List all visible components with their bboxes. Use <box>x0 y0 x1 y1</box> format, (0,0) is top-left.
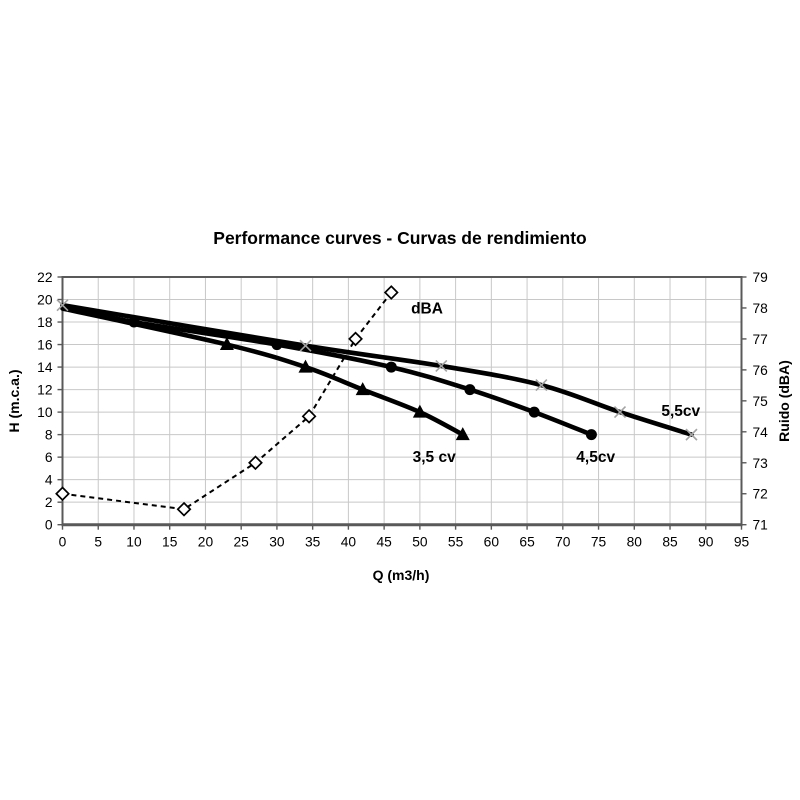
x-tick-label: 45 <box>376 535 392 550</box>
y-left-tick-label: 20 <box>37 293 53 308</box>
axis-ticks-group: 0 5 10 15 20 25 30 35 40 45 50 55 60 65 70 75 80 85 90 95 0 2… <box>37 270 768 550</box>
x-marker <box>535 379 548 392</box>
x-tick-label: 20 <box>198 535 214 550</box>
diamond-marker <box>383 285 399 300</box>
y-left-tick-label: 14 <box>37 360 53 375</box>
triangle-marker <box>355 382 370 396</box>
x-tick-label: 70 <box>555 535 571 550</box>
triangle-marker <box>298 359 313 373</box>
y-right-tick-label: 76 <box>753 363 769 378</box>
x-tick-label: 40 <box>341 535 357 550</box>
y-left-tick-label: 22 <box>37 270 52 285</box>
y-left-tick-label: 6 <box>45 450 53 465</box>
x-marker <box>299 339 312 352</box>
series-line-dBA <box>62 291 393 511</box>
x-tick-label: 90 <box>698 535 714 550</box>
curve-label: 4,5cv <box>576 449 615 466</box>
x-tick-label: 35 <box>305 535 321 550</box>
circle-marker <box>128 316 140 328</box>
chart-title: Performance curves - Curvas de rendimien… <box>213 228 586 248</box>
circle-marker <box>271 339 283 351</box>
y-left-tick-label: 16 <box>37 338 53 353</box>
curve-labels-group: dBA 3,5 cv 4,5cv 5,5cv <box>411 301 700 467</box>
plot-border-group <box>61 276 743 527</box>
x-tick-label: 65 <box>519 535 535 550</box>
x-tick-label: 60 <box>484 535 500 550</box>
diamond-marker <box>248 455 263 471</box>
y-right-tick-label: 78 <box>753 301 769 316</box>
x-marker <box>613 406 627 419</box>
x-axis-title: Q (m3/h) <box>373 567 430 583</box>
x-tick-label: 25 <box>234 535 250 550</box>
y-right-tick-label: 72 <box>753 487 768 502</box>
y-right-tick-label: 74 <box>753 425 769 440</box>
triangle-marker <box>412 404 427 418</box>
diamond-marker <box>301 408 317 424</box>
y-left-tick-label: 8 <box>45 428 53 443</box>
y-right-tick-label: 79 <box>753 270 769 285</box>
circle-marker <box>385 361 397 373</box>
y-left-tick-label: 4 <box>45 473 53 488</box>
circle-marker <box>464 384 476 396</box>
x-marker <box>56 299 69 312</box>
y-left-tick-label: 18 <box>37 315 53 330</box>
y-right-tick-label: 77 <box>753 332 768 347</box>
triangle-marker <box>219 337 234 351</box>
x-tick-label: 10 <box>126 535 142 550</box>
diamond-marker <box>176 501 192 517</box>
triangle-marker <box>455 427 470 441</box>
x-tick-label: 15 <box>162 535 178 550</box>
series-group <box>60 291 694 511</box>
y-left-tick-label: 10 <box>37 405 53 420</box>
curve-label: 5,5cv <box>661 403 700 420</box>
x-tick-label: 75 <box>591 535 607 550</box>
y-left-tick-label: 12 <box>37 383 52 398</box>
x-tick-label: 5 <box>94 535 102 550</box>
y-left-axis-title: H (m.c.a.) <box>6 369 22 432</box>
x-tick-label: 85 <box>662 535 678 550</box>
curve-label: 3,5 cv <box>413 449 456 466</box>
plot-border <box>61 276 743 526</box>
y-right-tick-label: 75 <box>753 394 769 409</box>
circle-marker <box>585 429 597 441</box>
x-tick-label: 0 <box>59 535 67 550</box>
y-right-axis-title: Ruido (dBA) <box>776 360 792 442</box>
x-tick-label: 30 <box>269 535 285 550</box>
x-tick-label: 50 <box>412 535 428 550</box>
markers-group <box>55 285 698 517</box>
diamond-marker <box>348 331 363 347</box>
x-marker <box>435 359 448 373</box>
y-left-tick-label: 0 <box>45 518 53 533</box>
x-tick-label: 55 <box>448 535 464 550</box>
y-right-tick-label: 71 <box>753 518 768 533</box>
y-left-tick-label: 2 <box>45 495 53 510</box>
x-marker <box>685 428 698 441</box>
x-tick-label: 80 <box>627 535 643 550</box>
diamond-marker <box>55 486 70 502</box>
curve-label: dBA <box>411 301 443 318</box>
gridlines-group <box>62 277 742 525</box>
y-right-tick-label: 73 <box>753 456 769 471</box>
circle-marker <box>528 406 540 418</box>
x-tick-label: 95 <box>734 535 750 550</box>
